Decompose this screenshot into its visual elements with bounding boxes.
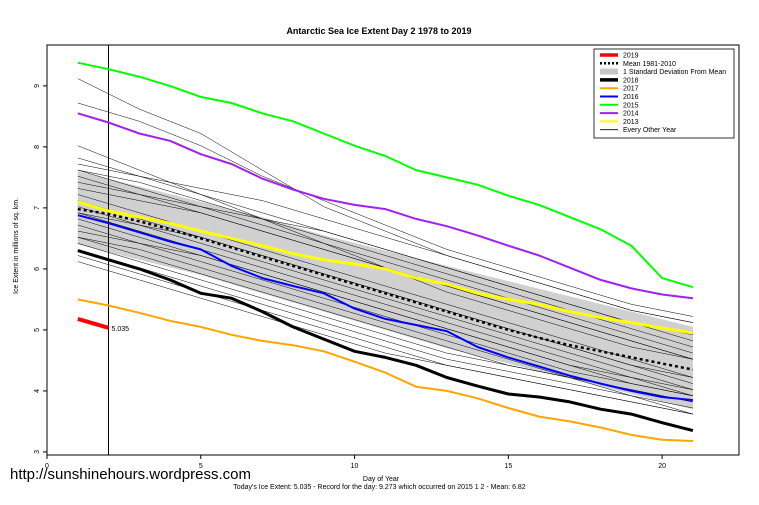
legend-label: Mean 1981-2010 <box>623 61 676 68</box>
legend-label: Every Other Year <box>623 127 677 134</box>
y-tick-label: 5 <box>34 328 41 332</box>
website-watermark: http://sunshinehours.wordpress.com <box>10 466 251 483</box>
legend-label: 2013 <box>623 119 639 126</box>
plot-frame <box>46 44 740 456</box>
series-line-other-year <box>77 206 693 390</box>
legend-label: 2016 <box>623 94 639 101</box>
legend-label: 2015 <box>623 102 639 109</box>
series-line-other-year <box>77 249 693 409</box>
y-tick-label: 7 <box>34 206 41 210</box>
x-tick-label: 20 <box>658 463 666 470</box>
footer-note: Today's Ice Extent: 5.035 - Record for t… <box>233 484 526 491</box>
series-line-2017 <box>77 298 693 442</box>
x-tick-label: 10 <box>351 463 359 470</box>
x-tick-label: 5 <box>199 463 203 470</box>
annotation-label: 5.035 <box>112 326 130 333</box>
y-tick-label: 4 <box>34 389 41 393</box>
series-line-2018 <box>77 249 694 433</box>
legend-label: 1 Standard Deviation From Mean <box>623 69 726 76</box>
legend-label: 2014 <box>623 111 639 118</box>
series-line-2016 <box>77 214 694 402</box>
legend-key-band <box>600 68 618 75</box>
series-line-other-year <box>77 102 693 317</box>
y-tick-label: 6 <box>34 267 41 271</box>
series-line-other-year <box>77 169 693 354</box>
legend-label: 2019 <box>623 53 639 60</box>
series-line-other-year <box>77 163 693 323</box>
x-tick-label: 15 <box>504 463 512 470</box>
series-line-2014 <box>77 112 694 300</box>
series-line-other-year <box>77 261 693 415</box>
series-line-other-year <box>77 157 693 336</box>
y-axis-title: Ice Extent in millions of sq. km. <box>13 198 20 294</box>
series-line-mean-1981-2010 <box>77 207 694 371</box>
y-tick-label: 8 <box>34 145 41 149</box>
series-line-2019 <box>77 316 110 330</box>
series-line-2015 <box>77 61 694 289</box>
series-line-other-year <box>77 236 693 415</box>
chart-title: Antarctic Sea Ice Extent Day 2 1978 to 2… <box>286 26 471 36</box>
y-tick-label: 3 <box>34 450 41 454</box>
std-deviation-band <box>77 171 693 410</box>
y-tick-label: 9 <box>34 84 41 88</box>
legend-label: 2018 <box>623 77 639 84</box>
series-line-2013 <box>77 200 694 335</box>
x-axis-title: Day of Year <box>363 476 400 483</box>
series-line-other-year <box>77 230 693 390</box>
legend-label: 2017 <box>623 86 639 93</box>
x-tick-label: 0 <box>45 463 49 470</box>
series-line-other-year <box>77 224 693 397</box>
